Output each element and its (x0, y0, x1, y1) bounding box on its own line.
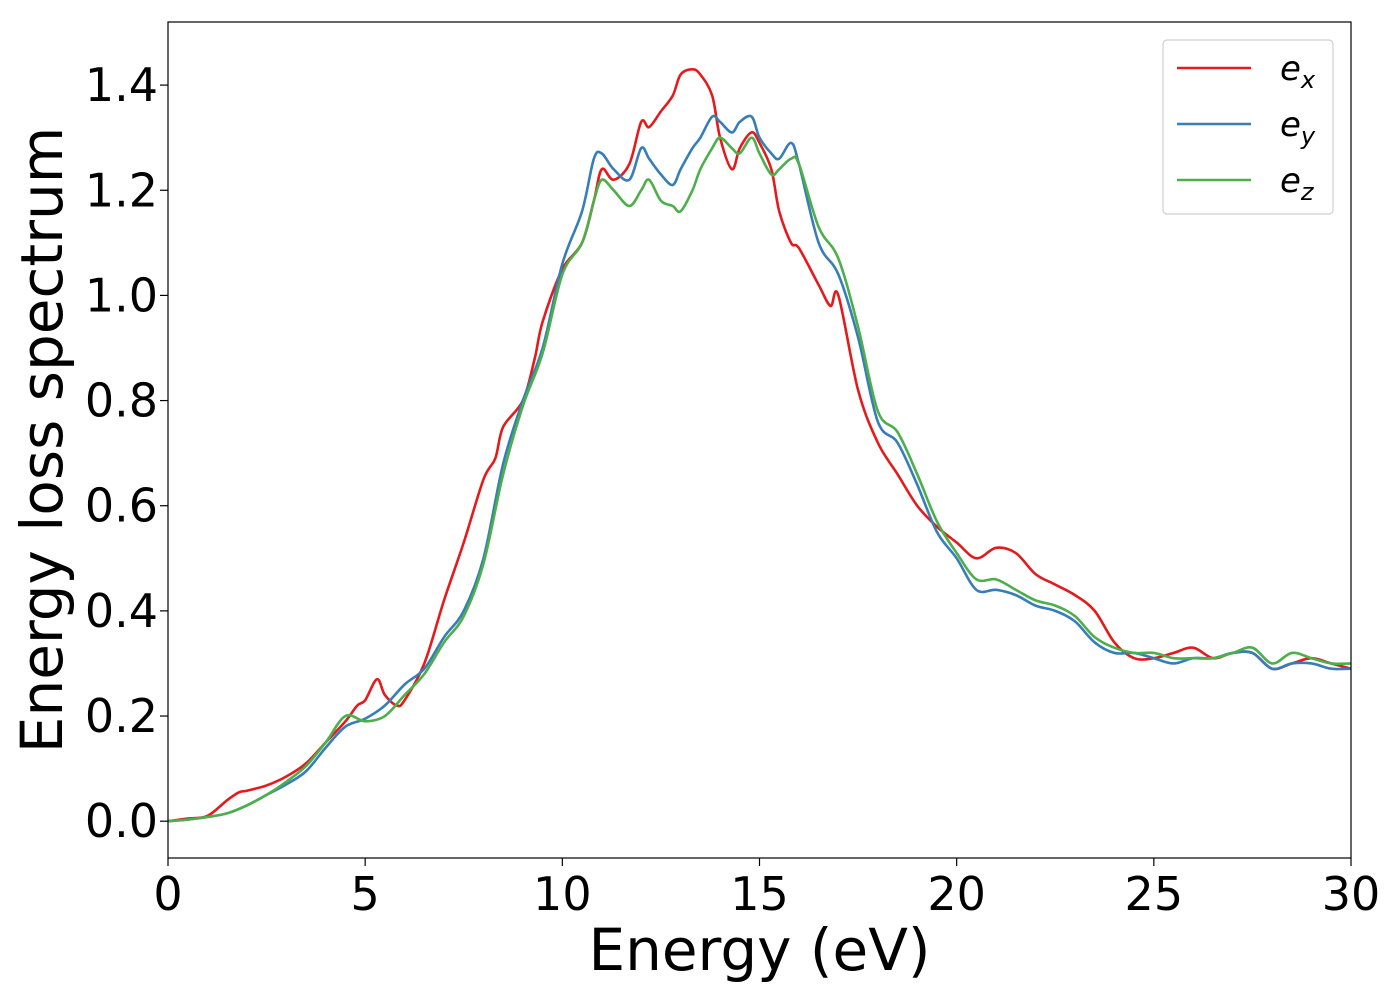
legend-label-base: e (1280, 49, 1301, 89)
series-line-e-x (168, 68, 1351, 823)
legend-label-base: e (1280, 105, 1301, 145)
legend-label-subscript: x (1300, 66, 1316, 94)
legend-label-subscript: z (1300, 178, 1315, 206)
x-tick-label: 10 (533, 867, 592, 921)
y-tick-label: 0.8 (85, 374, 158, 428)
legend-label: ey (1280, 105, 1316, 150)
x-tick-label: 25 (1125, 867, 1184, 921)
y-tick-label: 0.6 (85, 479, 158, 533)
series-line-e-z (168, 136, 1351, 823)
series-layer (168, 68, 1351, 823)
series-line-e-y (168, 114, 1351, 823)
legend-frame (1162, 39, 1334, 215)
y-axis: 0.0 0.2 0.4 0.6 0.8 1.0 1.2 1.4 (85, 58, 168, 848)
x-tick-label: 15 (730, 867, 789, 921)
x-tick-label: 0 (153, 867, 182, 921)
x-tick-label: 5 (351, 867, 380, 921)
y-tick-label: 0.0 (85, 794, 158, 848)
x-axis-title: Energy (eV) (588, 916, 930, 984)
legend-label-base: e (1280, 161, 1301, 201)
y-axis-title: Energy loss spectrum (8, 127, 76, 753)
legend-label: ez (1280, 161, 1315, 206)
legend-label: ex (1280, 49, 1316, 94)
y-tick-label: 1.4 (85, 58, 158, 112)
x-tick-label: 20 (927, 867, 986, 921)
x-axis: 0 5 10 15 20 25 30 (153, 858, 1380, 921)
x-tick-label: 30 (1322, 867, 1381, 921)
y-tick-label: 0.2 (85, 689, 158, 743)
legend-label-subscript: y (1300, 122, 1316, 150)
y-tick-label: 1.0 (85, 268, 158, 322)
y-tick-label: 1.2 (85, 163, 158, 217)
y-tick-label: 0.4 (85, 584, 158, 638)
